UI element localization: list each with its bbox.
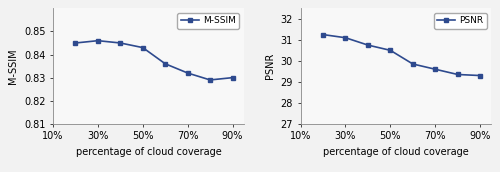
Y-axis label: M-SSIM: M-SSIM <box>8 48 18 84</box>
Line: M-SSIM: M-SSIM <box>74 39 234 82</box>
PSNR <box>477 74 483 77</box>
Legend: M-SSIM: M-SSIM <box>178 13 239 29</box>
M-SSIM <box>95 40 101 42</box>
PSNR <box>388 49 394 51</box>
X-axis label: percentage of cloud coverage: percentage of cloud coverage <box>323 147 469 157</box>
PSNR <box>342 37 348 39</box>
PSNR <box>365 44 371 46</box>
M-SSIM <box>140 47 146 49</box>
Legend: PSNR: PSNR <box>434 13 487 29</box>
M-SSIM <box>184 72 190 74</box>
M-SSIM <box>162 63 168 65</box>
Line: PSNR: PSNR <box>321 33 482 78</box>
X-axis label: percentage of cloud coverage: percentage of cloud coverage <box>76 147 222 157</box>
M-SSIM <box>230 77 235 79</box>
PSNR <box>432 68 438 70</box>
PSNR <box>320 34 326 36</box>
Y-axis label: PSNR: PSNR <box>265 53 275 79</box>
M-SSIM <box>207 79 213 81</box>
M-SSIM <box>72 42 78 44</box>
PSNR <box>454 73 460 76</box>
PSNR <box>410 63 416 65</box>
M-SSIM <box>118 42 124 44</box>
